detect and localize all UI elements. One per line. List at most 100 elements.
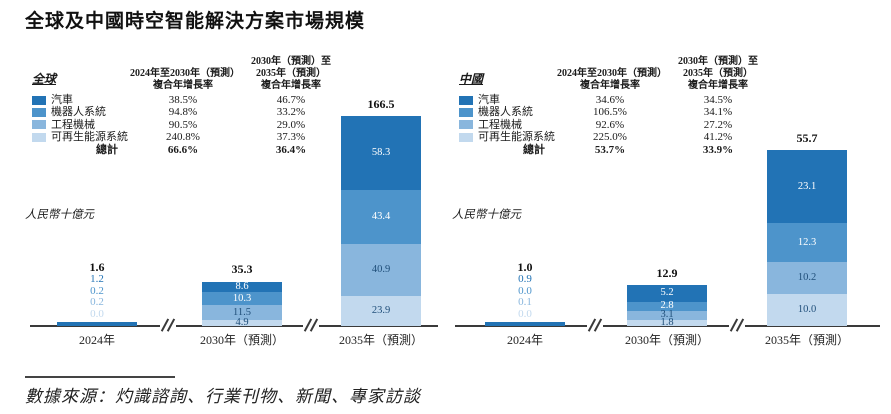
- legend-row-label: 機器人系統: [30, 106, 130, 118]
- header-line: 2030年（預測）至: [251, 56, 331, 67]
- bar-segment: 12.3: [767, 223, 847, 263]
- bar-segment: 4.9: [202, 316, 282, 328]
- bar-segment: 11.5: [202, 305, 282, 320]
- cagr-value: 34.5%: [703, 94, 733, 106]
- bar-segment: 5.2: [627, 285, 707, 302]
- segment-value-label: 4.9: [235, 316, 249, 328]
- segment-value-label: 0.0: [90, 307, 104, 320]
- legend-row-label: 工程機械: [457, 119, 557, 131]
- axis-break-icon: [587, 317, 603, 333]
- stacked-bar: 5.2 2.8 3.1 1.8: [627, 285, 707, 329]
- category-name: 機器人系統: [51, 106, 106, 119]
- bar-segment: [57, 322, 137, 326]
- total-cagr-value: 33.9%: [702, 143, 734, 156]
- header-line: 複合年增長率: [261, 80, 321, 91]
- category-name: 機器人系統: [478, 106, 533, 119]
- region-label: 中國: [459, 72, 484, 86]
- bar-value-stack: 1.0 0.9 0.0 0.1 0.0: [480, 261, 570, 320]
- bar-segment: 8.6: [202, 280, 282, 293]
- x-tick-label: 2024年: [78, 333, 115, 347]
- cagr-value: 46.7%: [276, 94, 306, 106]
- header-line: 2024年至2030年（預測）: [130, 68, 240, 79]
- header-line: 複合年增長率: [153, 80, 213, 91]
- axis-break-icon: [160, 317, 176, 333]
- segment-value-label: 23.9: [371, 304, 391, 316]
- total-row-label: 總計: [96, 143, 118, 156]
- header-line: 2035年（預測）: [256, 68, 326, 79]
- cagr-value: 92.6%: [595, 118, 625, 131]
- cagr-value: 41.2%: [703, 131, 733, 144]
- cagr-table-china: 中國 2024年至2030年（預測） 複合年增長率 2030年（預測）至 2035年（預…: [457, 56, 773, 156]
- bar-segment: 2.8: [627, 300, 707, 312]
- source-note: 數據來源：灼識諮詢、行業刊物、新聞、專家訪談: [25, 387, 421, 406]
- header-line: 2030年（預測）至: [678, 56, 758, 67]
- bar-segment: 10.3: [202, 292, 282, 306]
- legend-color-swatch: [32, 132, 46, 142]
- segment-value-label: 58.3: [371, 146, 391, 158]
- bar-segment: 40.9: [341, 244, 421, 296]
- segment-value-label: 2.8: [660, 300, 674, 312]
- bar-total-label: 1.6: [89, 260, 105, 274]
- region-label: 全球: [32, 72, 57, 86]
- segment-value-label: 8.6: [235, 280, 249, 292]
- header-line: 2024年至2030年（預測）: [557, 68, 667, 79]
- bar-segment: 58.3: [341, 116, 421, 190]
- bar-total-label: 166.5: [367, 97, 395, 111]
- cagr-value: 106.5%: [593, 106, 627, 119]
- cagr-value: 34.6%: [595, 94, 625, 106]
- y-axis-unit-label: 人民幣十億元: [25, 209, 94, 221]
- category-name: 工程機械: [51, 118, 95, 131]
- axis-break-icon: [729, 317, 745, 333]
- total-cagr-value: 66.6%: [167, 143, 199, 156]
- x-tick-label: 2030年（預測）: [199, 333, 284, 347]
- segment-value-label: 10.2: [797, 272, 817, 284]
- stacked-bar: [57, 322, 137, 326]
- total-row-label: 總計: [523, 143, 545, 156]
- segment-value-label: 1.2: [90, 273, 104, 285]
- legend-row-label: 汽車: [30, 94, 130, 106]
- cagr-value: 38.5%: [168, 94, 198, 106]
- bar-segment: 1.8: [627, 317, 707, 329]
- cagr-value: 94.8%: [168, 106, 198, 119]
- segment-value-label: 0.0: [518, 284, 532, 297]
- x-tick-label: 2035年（預測）: [338, 333, 423, 347]
- bar-segment: 10.2: [767, 262, 847, 295]
- segment-value-label: 10.3: [232, 292, 252, 304]
- segment-value-label: 12.3: [797, 236, 817, 248]
- bar-segment: 23.1: [767, 150, 847, 224]
- bar-total-label: 35.3: [231, 262, 253, 277]
- bar-total-label: 1.0: [517, 260, 533, 274]
- category-name: 汽車: [478, 94, 500, 106]
- x-tick-label: 2035年（預測）: [764, 333, 849, 347]
- x-tick-label: 2030年（預測）: [624, 333, 709, 347]
- legend-row-label: 可再生能源系統: [457, 131, 557, 143]
- page-title: 全球及中國時空智能解決方案市場規模: [25, 11, 366, 32]
- cagr-value: 27.2%: [703, 118, 733, 131]
- bar-segment: 10.0: [767, 294, 847, 326]
- cagr-value: 37.3%: [276, 131, 306, 144]
- header-line: 複合年增長率: [580, 80, 640, 91]
- segment-value-label: 0.1: [518, 296, 532, 308]
- cagr-col2-header: 2030年（預測）至 2035年（預測） 複合年增長率: [236, 56, 346, 94]
- segment-value-label: 1.8: [660, 317, 674, 329]
- segment-value-label: 0.2: [90, 296, 104, 308]
- segment-value-label: 11.5: [233, 306, 251, 318]
- bar-total-label: 55.7: [796, 131, 818, 145]
- legend-color-swatch: [32, 120, 46, 130]
- source-divider: [25, 376, 175, 378]
- segment-value-label: 5.2: [660, 287, 674, 299]
- bar-total-label: 12.9: [656, 266, 678, 281]
- cagr-value: 33.2%: [276, 106, 306, 119]
- category-name: 可再生能源系統: [478, 131, 555, 144]
- legend-row-label: 可再生能源系統: [30, 131, 130, 143]
- y-axis-unit-label: 人民幣十億元: [452, 209, 521, 221]
- total-cagr-value: 53.7%: [594, 143, 626, 156]
- cagr-col2-header: 2030年（預測）至 2035年（預測） 複合年增長率: [663, 56, 773, 94]
- stacked-bar: [485, 322, 565, 326]
- segment-value-label: 40.9: [371, 264, 391, 276]
- legend-color-swatch: [32, 95, 46, 105]
- header-line: 複合年增長率: [688, 80, 748, 91]
- bar-segment: [485, 322, 565, 326]
- axis-break-icon: [303, 317, 319, 333]
